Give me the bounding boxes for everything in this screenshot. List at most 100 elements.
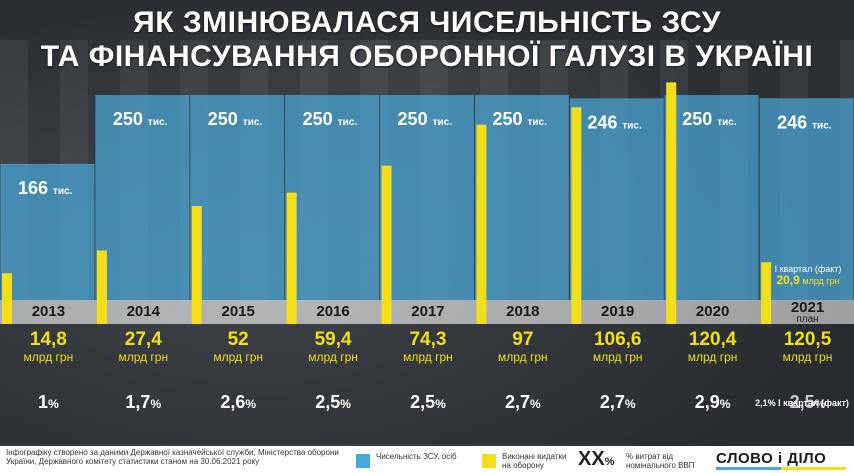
year-label: 2021 [790, 299, 825, 316]
headcount-bar-2013 [0, 163, 95, 300]
spending-bar-2016 [286, 192, 297, 324]
headcount-unit: тис. [717, 117, 737, 128]
year-column-2017: 2017 74,3 млрд грн 2,5% [380, 300, 476, 414]
plan-label: план [796, 314, 819, 325]
gdp-share: 2,5% [315, 392, 351, 412]
year-label: 2015 [221, 303, 255, 320]
year-label: 2014 [126, 303, 160, 320]
values-band [0, 324, 854, 444]
legend-pct-suffix: % [604, 456, 615, 468]
year-column-2015: 2015 52 млрд грн 2,6% [190, 300, 286, 414]
spending-value: 52 [227, 329, 249, 350]
year-band [0, 300, 854, 324]
legend-pct-symbol: XX% [578, 448, 614, 471]
gdp-share-unit: % [624, 397, 636, 411]
spending-bar-2014 [96, 250, 107, 324]
headcount-unit: тис. [53, 186, 73, 197]
gdp-share-unit: % [435, 397, 446, 411]
headcount-unit: тис. [243, 117, 263, 128]
headcount-bar-2015 [190, 95, 285, 300]
headcount-unit: тис. [527, 117, 547, 128]
spending-unit: млрд грн [23, 350, 74, 364]
source-note: Інфографіку створено за даними Державної… [6, 448, 339, 466]
spending-value: 74,3 [409, 329, 447, 350]
gdp-share: 1,7% [125, 392, 162, 412]
headcount-bar-2018 [474, 95, 569, 300]
q1-gdp-note: 2,1% I квартал (факт) [755, 398, 849, 408]
spending-bar-2019 [571, 107, 582, 324]
spending-value: 97 [512, 329, 534, 350]
spending-unit: млрд грн [403, 350, 453, 364]
gdp-share: 2,6% [220, 392, 257, 412]
year-column-2016: 2016 59,4 млрд грн 2,5% [285, 300, 381, 414]
gdp-share: 2,7% [599, 392, 636, 412]
spending-bar-2021 [761, 262, 772, 324]
headcount-unit: тис. [812, 120, 832, 131]
gdp-share-unit: % [150, 397, 162, 411]
spending-value: 59,4 [314, 329, 352, 350]
gdp-share-unit: % [340, 397, 351, 411]
year-column-2020: 2020 120,4 млрд грн 2,9% [665, 300, 761, 414]
spending-value: 120,4 [688, 329, 737, 350]
legend-pct-label: % витрат від номінального ВВП [626, 452, 695, 470]
gdp-share: 1% [38, 392, 59, 412]
spending-unit: млрд грн [687, 350, 738, 364]
year-column-2014: 2014 27,4 млрд грн 1,7% [95, 300, 191, 414]
gdp-share-unit: % [245, 397, 257, 411]
title-line-2: ТА ФІНАНСУВАННЯ ОБОРОННОЇ ГАЛУЗІ В УКРАЇ… [40, 40, 814, 73]
logo: СЛОВО і ДІЛО [716, 450, 827, 467]
year-column-2019: 2019 106,6 млрд грн 2,7% [570, 300, 666, 414]
spending-unit: млрд грн [213, 350, 263, 364]
spending-bar-2018 [476, 124, 487, 325]
gdp-share-unit: % [48, 397, 59, 411]
headcount-bar-2017 [380, 95, 474, 300]
headcount-unit: тис. [148, 117, 168, 128]
headcount-bar-2016 [285, 95, 380, 300]
headcount-unit: тис. [338, 117, 358, 128]
spending-unit: млрд грн [118, 350, 169, 364]
spending-bar-2015 [191, 206, 202, 324]
headcount-unit: тис. [433, 117, 453, 128]
gdp-share: 2,5% [410, 392, 446, 412]
spending-value: 106,6 [593, 329, 642, 350]
spending-bar-2020 [666, 82, 677, 324]
headcount-bar-2019 [569, 98, 664, 300]
headcount-unit: тис. [622, 120, 642, 131]
legend-blue-label: Чисельність ЗСУ, осіб [376, 452, 457, 461]
q1-label: I квартал (факт) [774, 264, 842, 274]
year-label: 2018 [506, 303, 540, 320]
year-column-2018: 2018 97 млрд грн 2,7% [475, 300, 571, 414]
gdp-share-unit: % [814, 397, 826, 411]
q1-unit: млрд грн [802, 276, 840, 286]
q1-value: 20,9 [776, 273, 800, 287]
year-column-2021: 2021 план 120,5 млрд грн 2,5% [760, 300, 854, 414]
spending-bar-2013 [2, 273, 12, 324]
year-label: 2019 [601, 303, 635, 320]
gdp-share-unit: % [719, 397, 731, 411]
spending-unit: млрд грн [592, 350, 643, 364]
logo-underline [716, 467, 846, 470]
year-label: 2017 [411, 303, 445, 320]
spending-value: 27,4 [124, 329, 162, 350]
headcount-bar-2021 [759, 98, 854, 300]
spending-value: 120,5 [783, 329, 832, 350]
gdp-share: 2,7% [504, 392, 541, 412]
year-label: 2016 [316, 303, 350, 320]
legend-yellow-label: Виконані видатки на оборону [502, 452, 567, 470]
spending-unit: млрд грн [308, 350, 358, 364]
q1-2021-annotation: I квартал (факт) 20,9 млрд грн [762, 264, 854, 287]
headcount-bar-2020 [664, 95, 759, 300]
year-label: 2020 [695, 303, 730, 320]
legend-blue-swatch [356, 454, 370, 468]
footer: Інфографіку створено за даними Державної… [0, 446, 854, 473]
year-label: 2013 [31, 303, 66, 320]
gdp-share-unit: % [530, 397, 541, 411]
gdp-share: 2,9% [694, 392, 731, 412]
legend-yellow-swatch [482, 454, 496, 468]
spending-unit: млрд грн [498, 350, 548, 364]
spending-value: 14,8 [29, 329, 67, 350]
legend-pct-xx: XX [578, 448, 605, 470]
headcount-bar-2014 [95, 95, 190, 300]
spending-bar-2017 [381, 165, 392, 324]
